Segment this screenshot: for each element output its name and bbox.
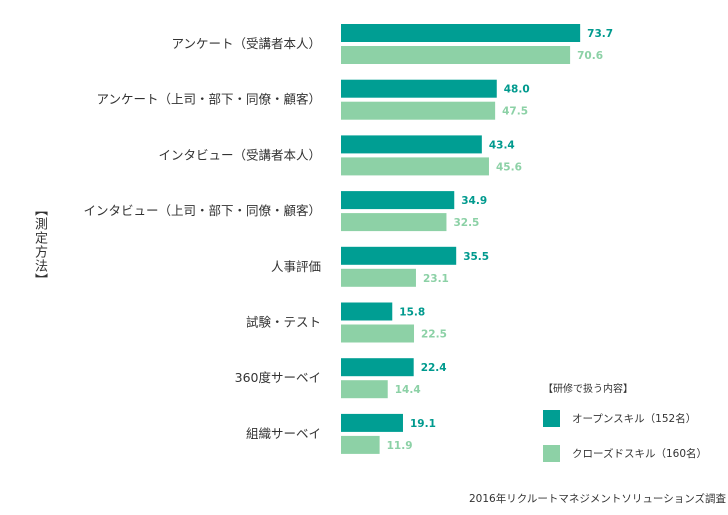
bar-closed-skill bbox=[341, 324, 415, 343]
data-label: 22.4 bbox=[421, 362, 447, 374]
category-label: インタビュー（上司・部下・同僚・顧客） bbox=[83, 203, 321, 218]
legend-label-open-skill: オープンスキル（152名） bbox=[572, 412, 697, 425]
bar-open-skill bbox=[341, 246, 457, 265]
category-label: アンケート（上司・部下・同僚・顧客） bbox=[96, 92, 321, 107]
data-label: 23.1 bbox=[423, 273, 449, 285]
bar-open-skill bbox=[341, 24, 581, 42]
bar-open-skill bbox=[341, 79, 497, 98]
category-label: 人事評価 bbox=[271, 259, 321, 274]
legend-item-open-skill: オープンスキル（152名） bbox=[543, 409, 723, 427]
category-label: インタビュー（受講者本人） bbox=[158, 147, 321, 162]
bar-closed-skill bbox=[341, 101, 496, 120]
legend-title: 【研修で扱う内容】 bbox=[543, 384, 633, 395]
data-label: 45.6 bbox=[496, 161, 522, 173]
data-label: 22.5 bbox=[421, 329, 447, 341]
data-label: 15.8 bbox=[399, 307, 425, 319]
source-note: 2016年リクルートマネジメントソリューションズ調査 bbox=[469, 493, 726, 505]
legend-swatch-closed-skill bbox=[543, 444, 560, 462]
data-label: 70.6 bbox=[577, 50, 603, 62]
bar-closed-skill bbox=[341, 213, 447, 232]
category-label: 試験・テスト bbox=[246, 315, 321, 330]
data-label: 11.9 bbox=[387, 440, 413, 452]
data-label: 19.1 bbox=[410, 418, 436, 430]
bar-open-skill bbox=[341, 413, 403, 432]
bar-open-skill bbox=[341, 135, 482, 154]
data-label: 43.4 bbox=[489, 139, 515, 151]
category-label: 360度サーベイ bbox=[235, 370, 321, 385]
data-label: 14.4 bbox=[395, 384, 421, 396]
legend-swatch-open-skill bbox=[543, 409, 560, 427]
legend-label-closed-skill: クローズドスキル（160名） bbox=[572, 447, 708, 460]
bar-closed-skill bbox=[341, 157, 489, 176]
bar-open-skill bbox=[341, 358, 414, 377]
bar-closed-skill bbox=[341, 46, 571, 64]
bar-open-skill bbox=[341, 302, 393, 321]
data-label: 34.9 bbox=[461, 195, 487, 207]
data-label: 48.0 bbox=[504, 84, 530, 96]
data-label: 32.5 bbox=[453, 217, 479, 229]
data-label: 35.5 bbox=[463, 251, 489, 263]
legend: 【研修で扱う内容】 オープンスキル（152名） クローズドスキル（160名） bbox=[543, 380, 723, 479]
category-label: アンケート（受講者本人） bbox=[171, 36, 321, 51]
bar-closed-skill bbox=[341, 435, 380, 454]
bar-closed-skill bbox=[341, 380, 388, 399]
bar-closed-skill bbox=[341, 268, 416, 287]
axis-title: 【測定方法】 bbox=[32, 203, 47, 287]
legend-item-closed-skill: クローズドスキル（160名） bbox=[543, 444, 723, 462]
bar-open-skill bbox=[341, 191, 455, 210]
category-label: 組織サーベイ bbox=[246, 426, 321, 441]
data-label: 47.5 bbox=[502, 106, 528, 118]
data-label: 73.7 bbox=[587, 28, 613, 40]
